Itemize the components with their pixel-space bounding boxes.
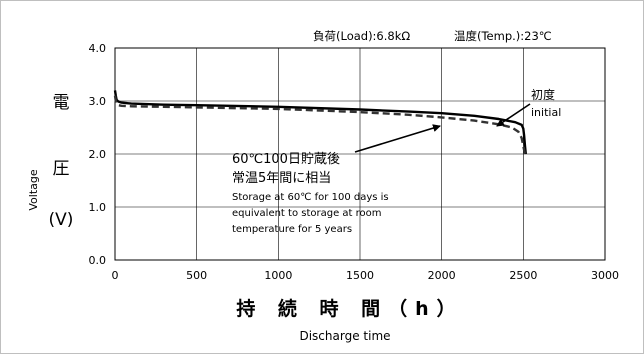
tick-labels: 0 500 1000 1500 2000 2500 3000 0.0 1.0 2.0 3.0 4.0 xyxy=(89,42,620,282)
y-axis-label-jp-1: 電 xyxy=(53,93,70,113)
stored-arrow xyxy=(354,124,441,153)
x-tick-label: 2000 xyxy=(428,269,456,282)
temp-condition: 温度(Temp.):23℃ xyxy=(454,29,552,43)
x-axis-label-jp: 持 続 時 間（h） xyxy=(236,297,463,320)
x-tick-label: 2500 xyxy=(509,269,537,282)
stored-label-jp-1: 60℃100日貯蔵後 xyxy=(232,152,340,167)
y-tick-label: 1.0 xyxy=(89,201,107,214)
y-tick-label: 4.0 xyxy=(89,42,107,55)
y-axis-label-en: Voltage xyxy=(27,169,40,210)
x-tick-label: 3000 xyxy=(591,269,619,282)
initial-label-en: initial xyxy=(531,106,561,119)
x-tick-label: 1000 xyxy=(264,269,292,282)
y-axis-label-jp-2: 圧 xyxy=(53,159,70,179)
y-tick-label: 2.0 xyxy=(89,148,107,161)
grid-lines xyxy=(115,48,605,260)
series-line-stored xyxy=(113,95,527,155)
y-axis-label-jp-3: (V) xyxy=(49,210,74,230)
stored-label-jp-2: 常温5年間に相当 xyxy=(232,171,331,186)
stored-label-en-2: equivalent to storage at room xyxy=(232,208,382,219)
initial-label-jp: 初度 xyxy=(531,87,555,102)
load-condition: 負荷(Load):6.8kΩ xyxy=(313,29,410,43)
series-line-initial xyxy=(113,90,527,155)
plot-border xyxy=(114,47,606,261)
initial-arrow xyxy=(496,103,531,127)
y-tick-label: 3.0 xyxy=(89,95,107,108)
x-tick-label: 0 xyxy=(112,269,119,282)
stored-label-en-1: Storage at 60℃ for 100 days is xyxy=(232,192,389,203)
x-axis-label-en: Discharge time xyxy=(299,329,390,343)
x-tick-label: 500 xyxy=(186,269,207,282)
series-layer xyxy=(113,90,527,155)
y-tick-label: 0.0 xyxy=(89,254,107,267)
x-tick-label: 1500 xyxy=(346,269,374,282)
stored-label-en-3: temperature for 5 years xyxy=(232,224,352,235)
